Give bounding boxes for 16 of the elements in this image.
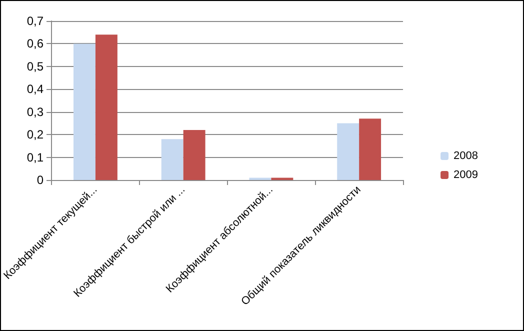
bar <box>95 34 118 180</box>
y-tick-label: 0,6 <box>26 36 44 51</box>
y-tick-label: 0,5 <box>26 59 44 74</box>
bar <box>161 139 184 180</box>
y-tick-label: 0 <box>36 173 44 187</box>
legend-label: 2009 <box>454 169 478 181</box>
bar <box>359 118 382 180</box>
bar <box>183 130 206 180</box>
y-tick-label: 0,3 <box>26 104 44 119</box>
legend-label: 2008 <box>454 150 478 162</box>
bar <box>73 44 96 180</box>
y-tick-label: 0,4 <box>26 82 44 96</box>
y-tick-label: 0,7 <box>26 14 44 28</box>
bar <box>337 123 360 180</box>
y-tick-label: 0,1 <box>26 150 44 164</box>
y-tick-label: 0,2 <box>26 128 44 142</box>
